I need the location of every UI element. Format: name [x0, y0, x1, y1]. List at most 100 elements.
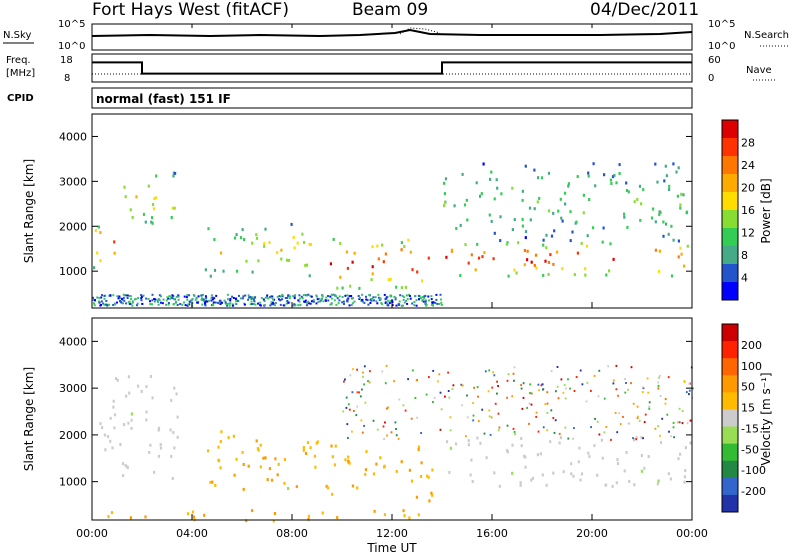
velocity-cell — [124, 464, 127, 468]
velocity-cell — [175, 392, 178, 396]
power-cell — [232, 297, 235, 299]
power-cell — [358, 296, 361, 299]
velocity-cell — [461, 384, 464, 387]
power-cell — [332, 237, 335, 241]
power-cell — [545, 233, 548, 237]
power-cell — [251, 296, 254, 299]
power-cell — [315, 302, 318, 305]
colorbar-swatch — [722, 358, 738, 376]
power-cell — [276, 296, 279, 298]
power-cell — [682, 193, 685, 197]
velocity-cell — [428, 376, 430, 379]
velocity-cell — [488, 415, 491, 418]
power-cell — [97, 225, 100, 229]
power-cell — [213, 297, 216, 300]
velocity-cell — [305, 452, 308, 455]
velocity-cell — [362, 375, 364, 378]
power-cell — [679, 246, 682, 250]
velocity-cell — [627, 422, 630, 425]
power-cell — [129, 208, 132, 212]
velocity-cell — [439, 391, 442, 394]
power-cell — [361, 293, 364, 296]
velocity-cell — [113, 426, 116, 430]
power-cell — [165, 299, 168, 302]
power-cell — [263, 244, 266, 248]
velocity-cell — [433, 396, 436, 399]
power-cell — [236, 299, 239, 302]
power-cell — [234, 302, 237, 305]
power-cell — [618, 172, 621, 175]
velocity-cell — [470, 458, 473, 462]
power-cell — [211, 304, 213, 307]
power-cell — [187, 303, 190, 306]
power-cell — [625, 189, 629, 192]
velocity-cell — [444, 395, 446, 398]
velocity-cell — [219, 466, 222, 470]
velocity-cell — [612, 382, 615, 385]
power-cell — [493, 197, 496, 201]
power-cell — [542, 273, 545, 277]
power-cell — [103, 303, 106, 306]
power-cell — [151, 293, 154, 296]
velocity-cell — [448, 470, 451, 474]
velocity-cell — [387, 406, 389, 409]
power-cell — [149, 303, 152, 306]
power-cell — [266, 296, 268, 299]
power-cell — [588, 198, 591, 201]
power-cell — [94, 229, 97, 233]
power-cell — [576, 251, 579, 255]
velocity-cell — [640, 454, 643, 457]
velocity-cell — [128, 391, 131, 395]
power-cell — [318, 297, 321, 300]
velocity-cell — [220, 430, 223, 434]
velocity-cell — [130, 412, 133, 416]
power-cell — [313, 299, 315, 302]
power-cell — [639, 218, 642, 222]
velocity-cell — [529, 383, 532, 386]
power-cell — [100, 296, 103, 299]
power-cell — [177, 294, 180, 297]
power-cell — [407, 238, 410, 242]
velocity-cell — [356, 486, 359, 490]
velocity-cell — [678, 421, 681, 424]
velocity-cell — [491, 386, 494, 389]
velocity-cell — [365, 450, 368, 454]
velocity-cell — [415, 495, 418, 499]
xtick-label: 00:00 — [76, 527, 108, 540]
power-cell — [96, 251, 99, 255]
power-cell — [322, 300, 325, 303]
power-cell — [391, 304, 394, 307]
power-cell — [151, 221, 154, 225]
power-cell — [170, 295, 172, 298]
power-cell — [244, 303, 246, 306]
power-cell — [329, 295, 332, 298]
power-cell — [489, 177, 492, 181]
power-cell — [444, 177, 448, 181]
colorbar-swatch — [722, 228, 738, 247]
power-cell — [123, 299, 126, 302]
power-cell — [464, 243, 467, 247]
power-cell — [157, 298, 160, 301]
velocity-cell — [661, 417, 664, 420]
velocity-cell — [492, 371, 494, 374]
velocity-cell — [417, 445, 421, 449]
velocity-cell — [351, 391, 354, 394]
power-cell — [280, 257, 283, 261]
power-cell — [299, 303, 302, 306]
colorbar-swatch — [722, 174, 738, 193]
velocity-cell — [673, 436, 675, 439]
power-cell — [278, 295, 281, 298]
power-cell — [159, 301, 162, 304]
power-cell — [515, 271, 518, 275]
power-cell — [273, 304, 276, 307]
velocity-cell — [227, 436, 230, 440]
power-cell — [428, 299, 430, 302]
cpid-label: CPID — [7, 93, 34, 104]
velocity-cell — [125, 394, 128, 398]
velocity-cell — [648, 405, 651, 408]
power-cell — [658, 269, 661, 273]
power-cell — [526, 258, 529, 262]
velocity-cell — [358, 391, 360, 394]
power-cell — [633, 200, 636, 204]
velocity-cell — [578, 446, 581, 450]
